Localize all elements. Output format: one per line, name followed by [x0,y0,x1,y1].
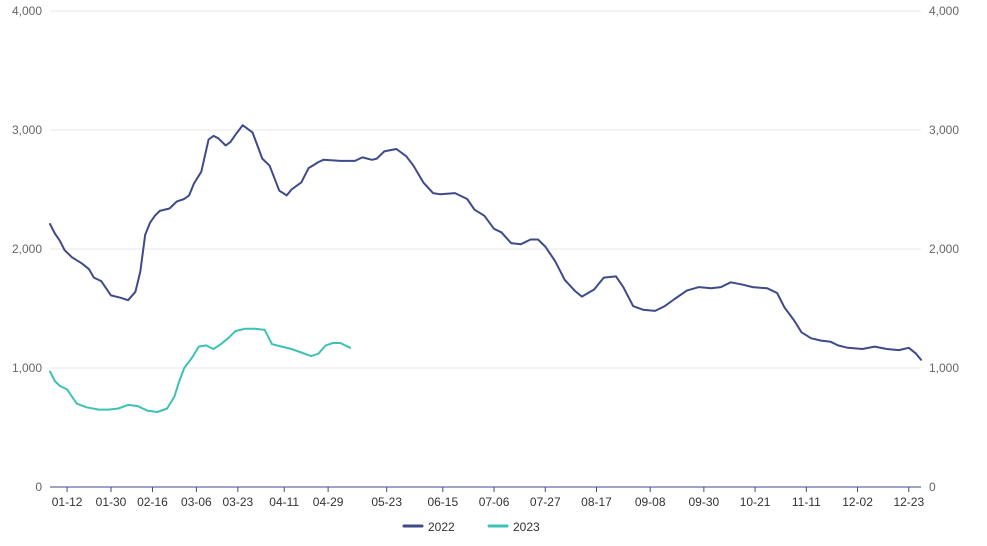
x-tick-label: 09-08 [635,495,666,509]
y-tick-label-right: 1,000 [929,361,959,375]
x-tick-label: 10-21 [740,495,771,509]
x-tick-label: 09-30 [689,495,720,509]
x-tick-label: 04-11 [269,495,299,509]
legend-label-2022[interactable]: 2022 [428,520,455,534]
y-tick-label-left: 1,000 [12,361,42,375]
y-tick-label-right: 0 [929,480,936,494]
legend: 2022 2023 [402,520,540,534]
legend-label-2023[interactable]: 2023 [513,520,540,534]
x-tick-label: 12-23 [893,495,924,509]
series-line-2022 [49,124,922,361]
y-tick-label-left: 2,000 [12,242,42,256]
x-tick-label: 06-15 [427,495,458,509]
x-tick-label: 07-27 [530,495,561,509]
x-tick-label: 04-29 [313,495,344,509]
y-tick-label-left: 4,000 [12,4,42,18]
y-tick-label-right: 3,000 [929,123,959,137]
y-tick-label-left: 3,000 [12,123,42,137]
x-tick-label: 02-16 [137,495,168,509]
x-tick-label: 08-17 [581,495,612,509]
x-tick-label: 01-30 [96,495,127,509]
x-tick-label: 07-06 [479,495,510,509]
grid-layer [50,10,921,369]
y-tick-label-right: 4,000 [929,4,959,18]
axis-layer: 0 0 1,000 1,000 2,000 2,000 3,000 3,000 4,000 4,0… [12,4,959,509]
y-tick-label-right: 2,000 [929,242,959,256]
x-tick-label: 05-23 [371,495,402,509]
x-tick-label: 03-23 [223,495,254,509]
series-layer [49,124,922,413]
y-tick-label-left: 0 [35,480,42,494]
x-tick-label: 12-02 [842,495,873,509]
series-line-2023 [49,327,352,413]
x-tick-label: 11-11 [792,495,821,509]
x-tick-label: 01-12 [52,495,83,509]
x-tick-label: 03-06 [181,495,212,509]
